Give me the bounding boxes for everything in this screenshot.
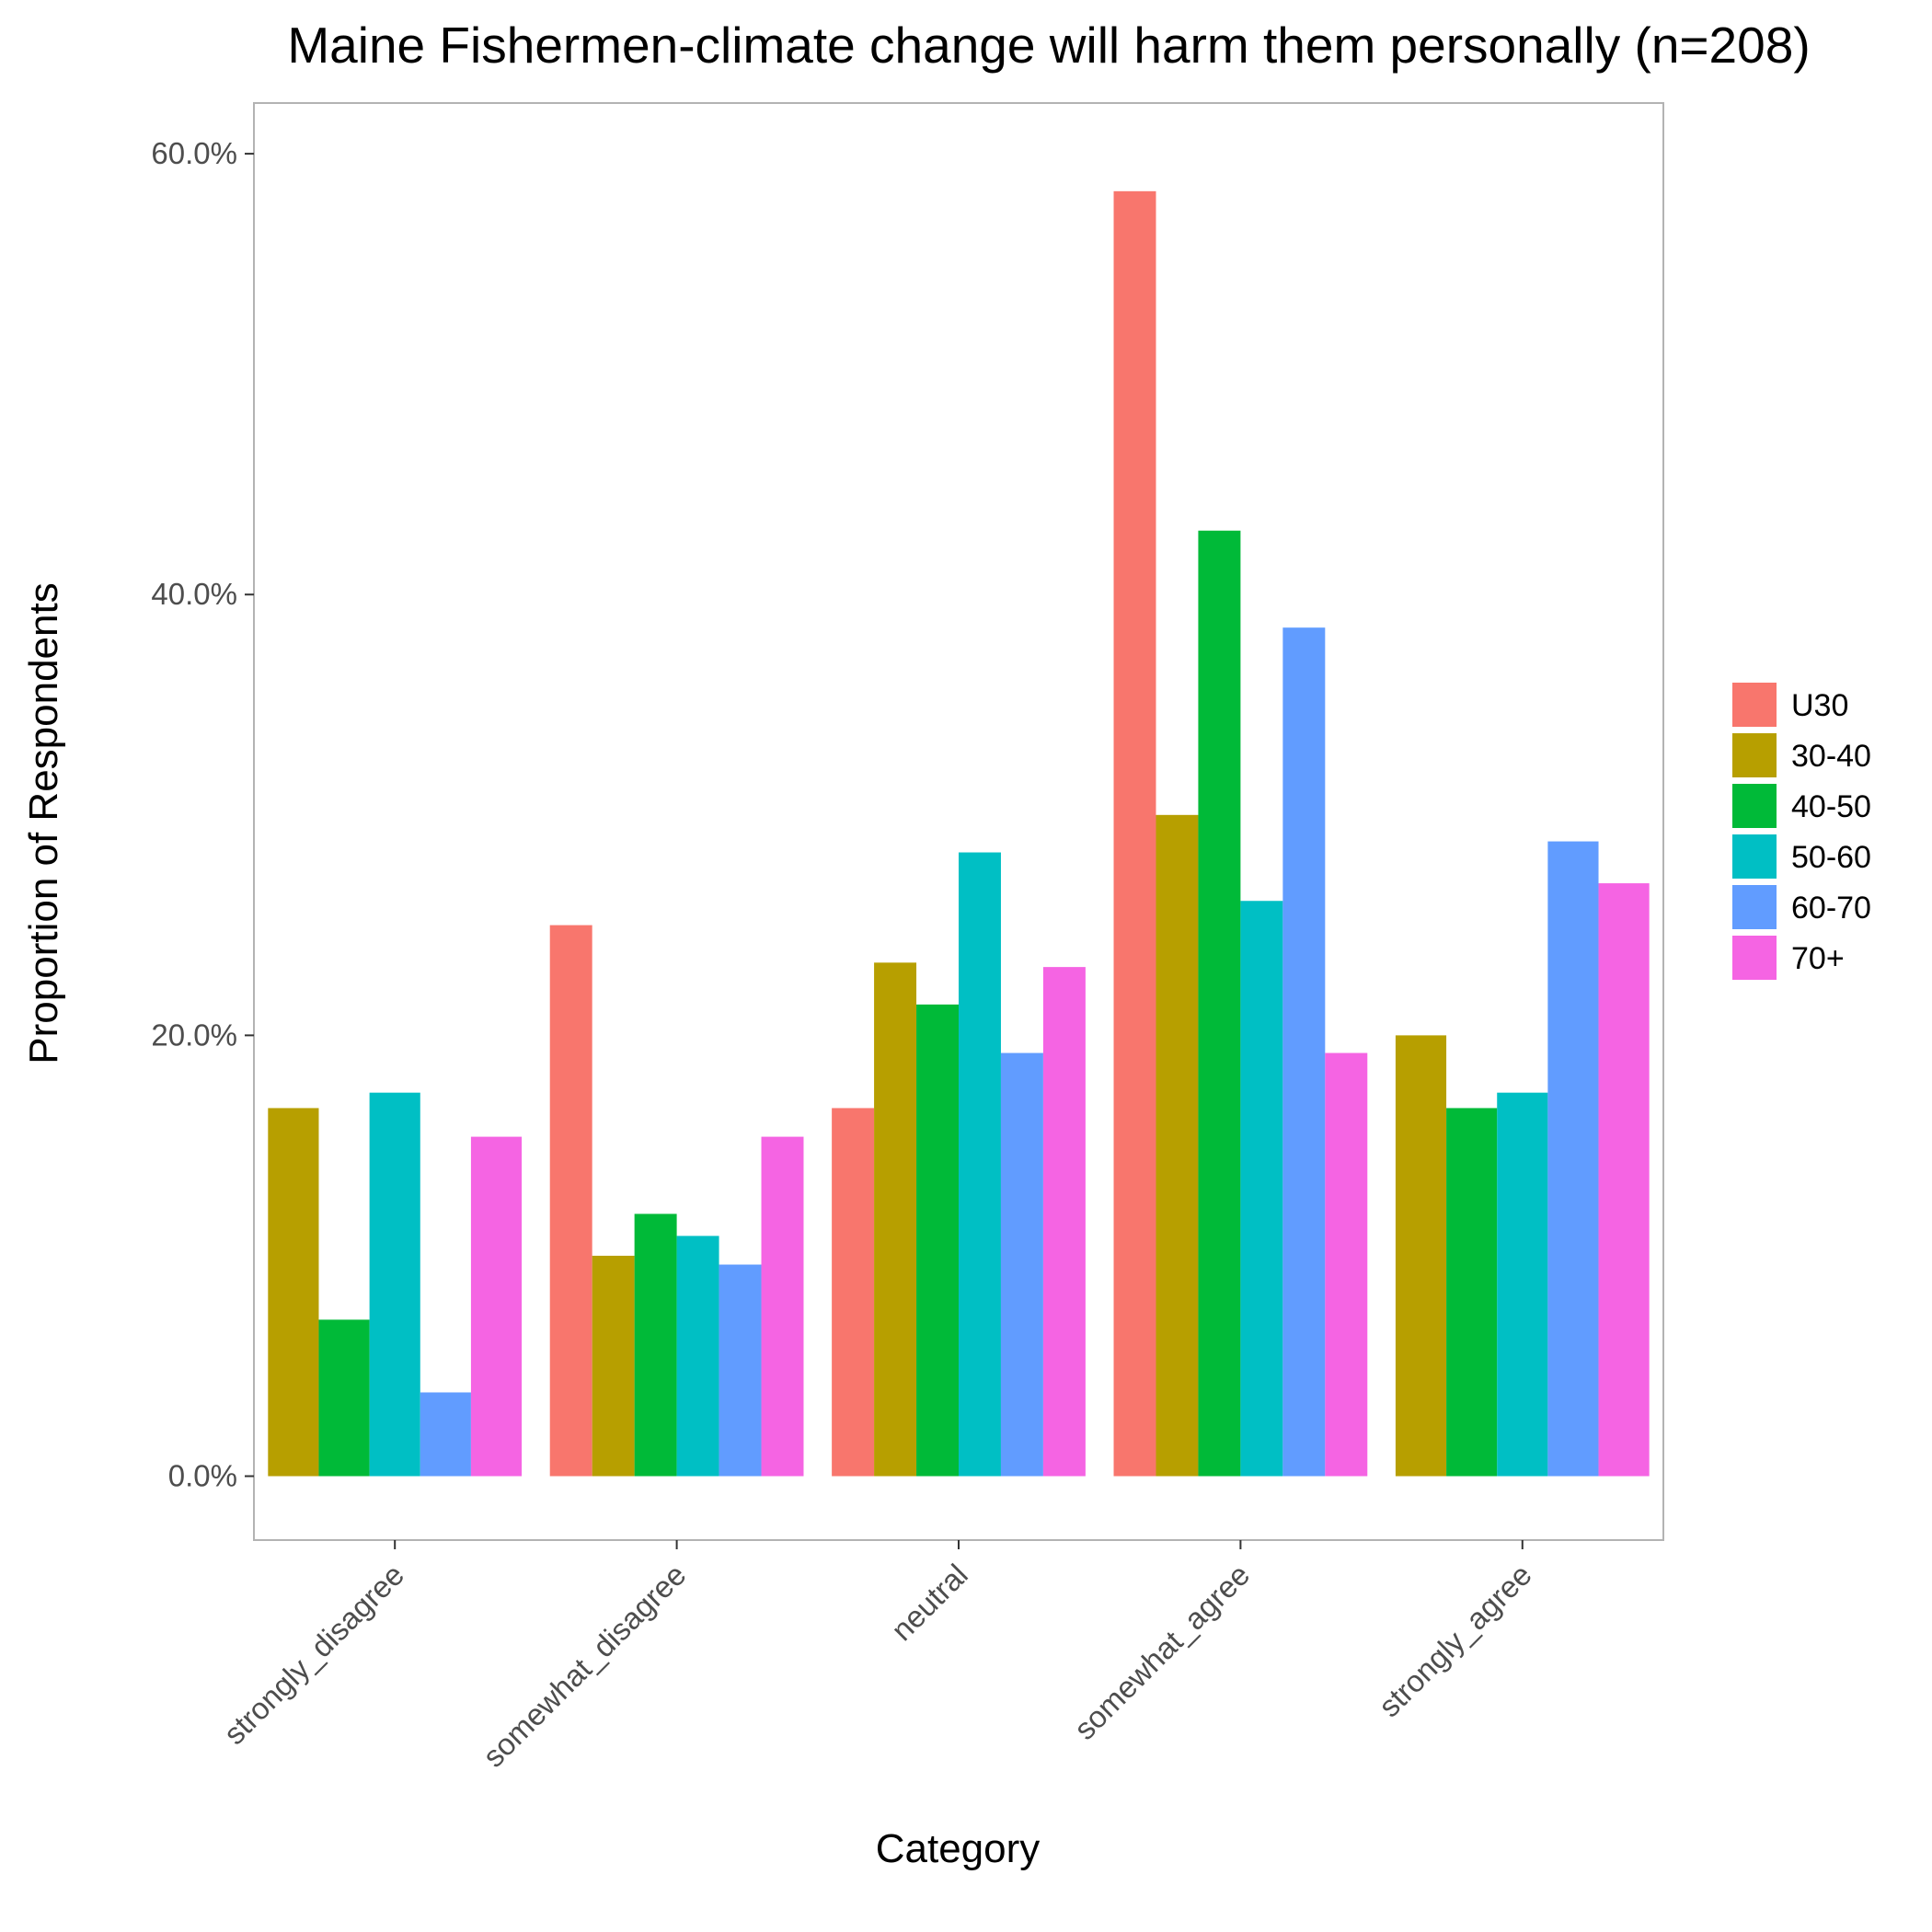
legend: U30 30-40 40-50 50-60 60-70 70+	[1732, 683, 1871, 980]
x-axis-title: Category	[876, 1826, 1041, 1871]
legend-label: 70+	[1791, 941, 1845, 976]
legend-label: 60-70	[1791, 891, 1871, 926]
bar-strongly_disagree-30-40	[268, 1108, 319, 1477]
x-axis: strongly_disagree somewhat_disagree neutra…	[217, 1540, 1538, 1774]
bar-somewhat_agree-40-50	[1198, 530, 1241, 1477]
y-tick-label: 20.0%	[151, 1018, 237, 1052]
legend-label: 50-60	[1791, 840, 1871, 875]
legend-key-70+	[1732, 936, 1777, 980]
x-tick-label: neutral	[884, 1558, 974, 1648]
bar-neutral-30-40	[874, 962, 917, 1477]
bar-somewhat_agree-60-70	[1282, 627, 1326, 1477]
bar-neutral-40-50	[916, 1004, 959, 1477]
legend-key-50-60	[1732, 834, 1777, 879]
bar-somewhat_disagree-40-50	[634, 1213, 677, 1477]
legend-label: 30-40	[1791, 739, 1871, 774]
y-axis: 0.0% 20.0% 40.0% 60.0%	[151, 136, 254, 1493]
bar-strongly_agree-40-50	[1446, 1108, 1498, 1477]
bar-somewhat_disagree-U30	[549, 925, 592, 1477]
bar-strongly_agree-50-60	[1497, 1092, 1548, 1477]
y-tick-label: 60.0%	[151, 136, 237, 170]
bar-somewhat_disagree-50-60	[676, 1236, 719, 1477]
bar-somewhat_disagree-60-70	[719, 1264, 762, 1477]
legend-label: 40-50	[1791, 789, 1871, 824]
bar-somewhat_agree-70+	[1325, 1052, 1368, 1477]
bar-strongly_disagree-50-60	[369, 1092, 420, 1477]
chart-title: Maine Fishermen-climate change will harm…	[287, 17, 1810, 74]
legend-key-60-70	[1732, 885, 1777, 929]
bar-strongly_disagree-70+	[470, 1136, 523, 1477]
legend-key-U30	[1732, 683, 1777, 727]
y-tick-label: 40.0%	[151, 577, 237, 611]
bar-somewhat_agree-50-60	[1240, 901, 1283, 1477]
y-axis-title: Proportion of Respondents	[21, 582, 66, 1064]
bar-somewhat_agree-30-40	[1156, 814, 1199, 1477]
bar-strongly_agree-60-70	[1547, 841, 1599, 1477]
bar-neutral-U30	[832, 1108, 875, 1477]
bar-strongly_disagree-60-70	[420, 1392, 471, 1477]
bar-strongly_agree-30-40	[1395, 1035, 1447, 1477]
bar-somewhat_agree-U30	[1113, 190, 1156, 1477]
bar-somewhat_disagree-30-40	[592, 1255, 635, 1477]
legend-key-30-40	[1732, 733, 1777, 777]
legend-key-40-50	[1732, 784, 1777, 828]
bar-neutral-50-60	[959, 852, 1001, 1477]
legend-label: U30	[1791, 688, 1848, 723]
bar-somewhat_disagree-70+	[761, 1136, 804, 1477]
bar-neutral-60-70	[1000, 1052, 1043, 1477]
bar-strongly_disagree-40-50	[318, 1319, 370, 1477]
x-tick-label: strongly_disagree	[217, 1558, 410, 1751]
x-tick-label: somewhat_agree	[1067, 1558, 1256, 1746]
bar-neutral-70+	[1042, 967, 1086, 1477]
bar-strongly_agree-70+	[1598, 883, 1650, 1477]
x-tick-label: strongly_agree	[1372, 1558, 1538, 1724]
y-tick-label: 0.0%	[168, 1459, 237, 1493]
x-tick-label: somewhat_disagree	[477, 1558, 693, 1774]
bars-layer	[268, 190, 1650, 1477]
